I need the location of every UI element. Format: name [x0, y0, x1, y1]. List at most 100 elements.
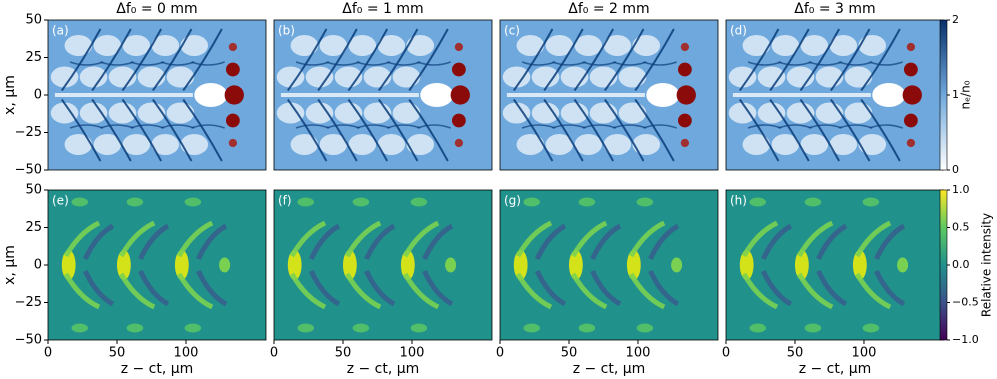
filament — [543, 28, 584, 92]
blob — [804, 323, 822, 333]
heatmap-image — [48, 20, 266, 170]
blob — [450, 85, 470, 105]
bubble — [151, 35, 180, 56]
bubble — [800, 134, 829, 155]
blob — [749, 197, 767, 207]
filament — [152, 28, 193, 92]
arc — [289, 272, 327, 310]
filament — [634, 28, 675, 92]
filament — [634, 98, 675, 162]
bubble — [858, 134, 887, 155]
bubble — [829, 35, 858, 56]
bubble — [742, 35, 771, 56]
y-tick-label: −50 — [15, 163, 42, 178]
bubble — [574, 134, 603, 155]
x-axis-label: z − ct, μm — [573, 361, 646, 377]
arc — [402, 220, 440, 258]
bubble — [502, 102, 531, 124]
bubble — [122, 35, 151, 56]
filament — [643, 61, 677, 66]
bubble — [348, 134, 377, 155]
x-axis-label: z − ct, μm — [121, 361, 194, 377]
blob — [676, 85, 696, 105]
bubble — [348, 35, 377, 56]
filament — [326, 61, 360, 66]
bubble — [632, 134, 661, 155]
arc — [308, 269, 341, 307]
filament — [295, 61, 330, 66]
colorbar-label: nₑ/n₀ — [959, 80, 973, 109]
arc — [534, 223, 567, 261]
arc — [534, 269, 567, 307]
arc — [741, 220, 779, 258]
blob — [184, 197, 202, 207]
filament — [838, 61, 873, 66]
filament — [69, 124, 104, 129]
filament — [408, 98, 449, 162]
filament — [191, 61, 225, 66]
blob — [677, 62, 692, 77]
y-tick-label: 0 — [34, 258, 42, 273]
frame — [273, 19, 493, 171]
colorbar — [939, 189, 948, 341]
arc — [796, 220, 834, 258]
filament — [130, 61, 165, 66]
filament — [860, 98, 901, 162]
bubble — [800, 35, 829, 56]
blob — [228, 42, 238, 52]
bubble — [276, 102, 305, 124]
heatmap-image — [500, 20, 718, 170]
bubble — [757, 102, 786, 124]
filament — [386, 124, 421, 129]
panel-title: Δf₀ = 3 mm — [794, 1, 875, 17]
blob — [342, 250, 357, 280]
arc — [63, 220, 101, 258]
filament — [512, 28, 554, 92]
arc — [176, 220, 214, 258]
arc — [796, 272, 834, 310]
bubble — [305, 66, 334, 88]
blob — [225, 113, 240, 128]
filament — [869, 124, 903, 129]
blob — [626, 250, 641, 280]
blob — [297, 323, 315, 333]
filament — [347, 98, 389, 162]
filament — [512, 98, 554, 162]
blob — [862, 323, 880, 333]
blob — [513, 250, 528, 280]
background — [274, 190, 492, 340]
x-tick-label: 100 — [174, 346, 199, 361]
x-tick-label: 0 — [496, 346, 504, 361]
filament — [612, 124, 647, 129]
x-axis-label: z − ct, μm — [347, 361, 420, 377]
panel-title: Δf₀ = 1 mm — [342, 1, 423, 17]
bubble — [531, 66, 560, 88]
x-tick-label: 100 — [852, 346, 877, 361]
bubble — [276, 66, 305, 88]
panel-title: Δf₀ = 2 mm — [568, 1, 649, 17]
filament — [582, 61, 617, 66]
filament — [317, 98, 358, 162]
frame — [499, 189, 719, 341]
y-axis-label: x, μm — [2, 245, 18, 285]
heatmap-image — [726, 190, 944, 340]
arc — [854, 272, 892, 310]
heatmap-image — [500, 190, 718, 340]
bubble — [574, 35, 603, 56]
filament — [869, 61, 903, 66]
filament — [604, 98, 645, 162]
arc — [590, 223, 622, 261]
blob — [116, 250, 131, 280]
blob — [578, 197, 596, 207]
x-tick-label: 100 — [626, 346, 651, 361]
x-tick-label: 0 — [270, 346, 278, 361]
background — [48, 190, 266, 340]
arc — [308, 223, 341, 261]
blob — [228, 138, 238, 148]
blob — [636, 197, 654, 207]
x-tick-label: 50 — [561, 346, 578, 361]
arc — [760, 269, 793, 307]
filament — [160, 61, 195, 66]
filament — [604, 28, 645, 92]
